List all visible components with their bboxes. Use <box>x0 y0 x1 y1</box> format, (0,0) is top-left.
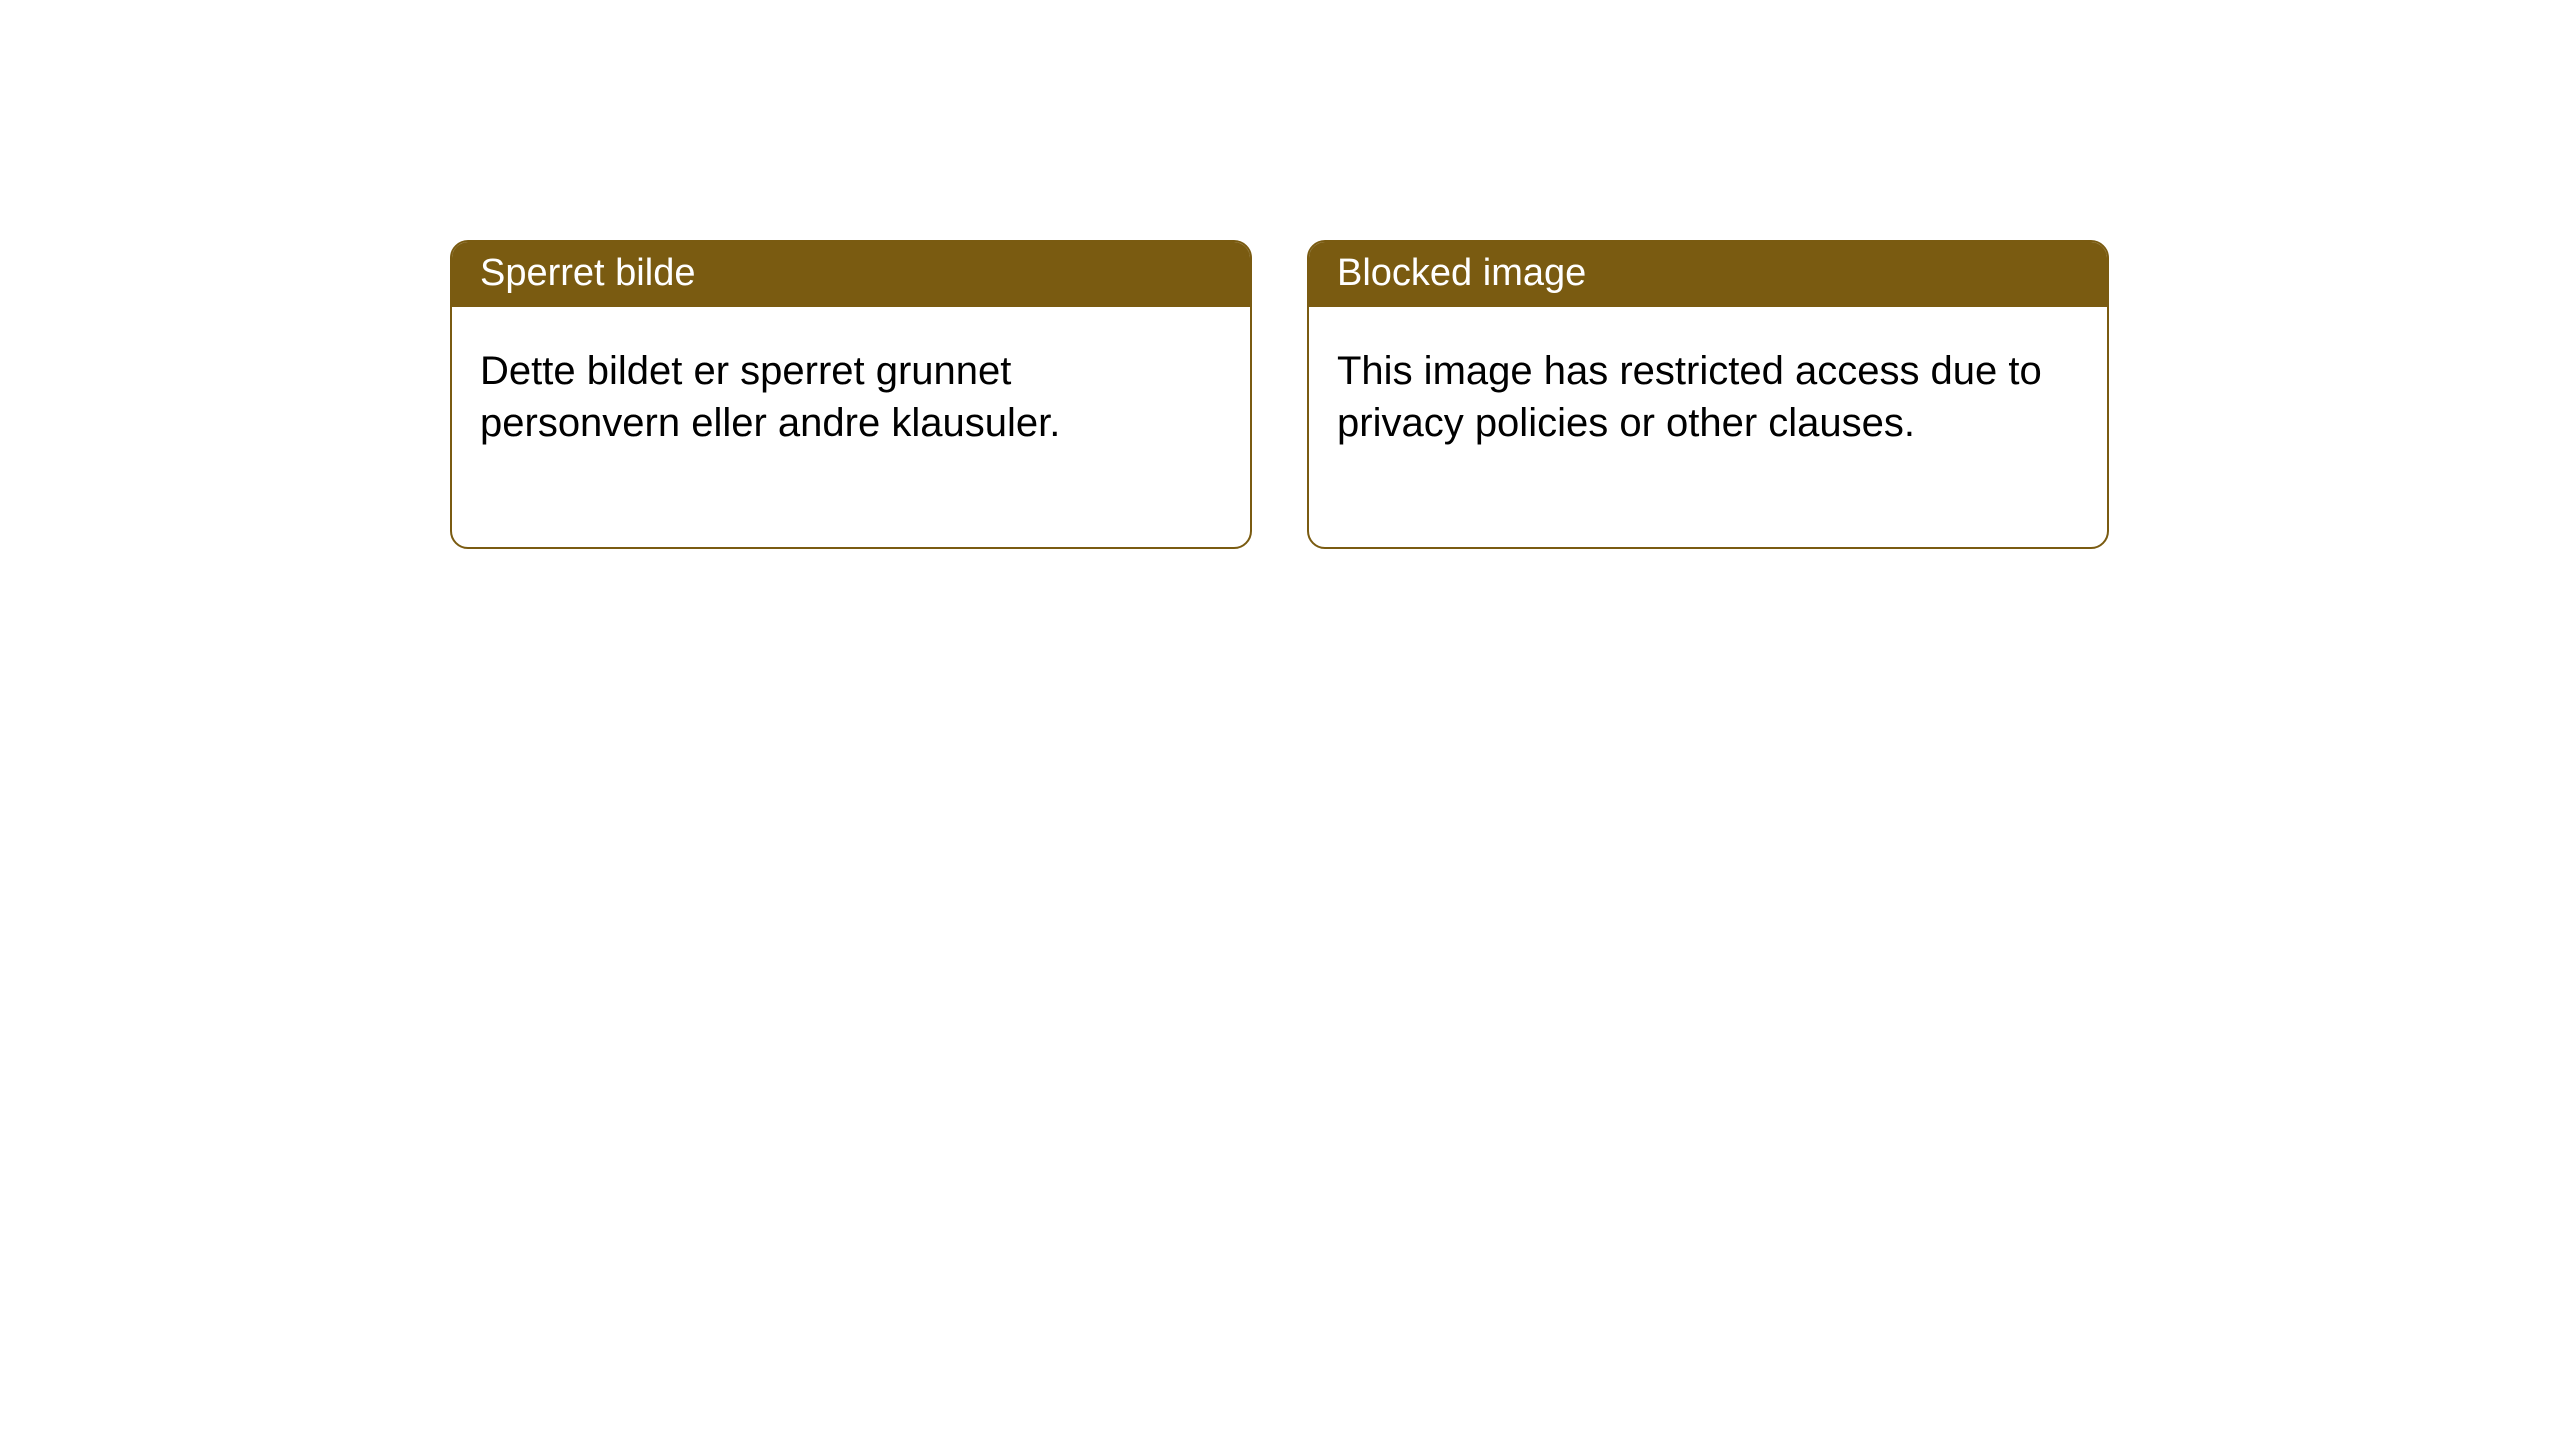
notice-body-text: Dette bildet er sperret grunnet personve… <box>480 349 1060 445</box>
notice-body: Dette bildet er sperret grunnet personve… <box>452 307 1250 547</box>
notice-header: Blocked image <box>1309 242 2107 307</box>
notice-container: Sperret bilde Dette bildet er sperret gr… <box>0 0 2560 549</box>
notice-body-text: This image has restricted access due to … <box>1337 349 2042 445</box>
notice-card-norwegian: Sperret bilde Dette bildet er sperret gr… <box>450 240 1252 549</box>
notice-title: Blocked image <box>1337 252 1586 294</box>
notice-title: Sperret bilde <box>480 252 695 294</box>
notice-header: Sperret bilde <box>452 242 1250 307</box>
notice-body: This image has restricted access due to … <box>1309 307 2107 547</box>
notice-card-english: Blocked image This image has restricted … <box>1307 240 2109 549</box>
